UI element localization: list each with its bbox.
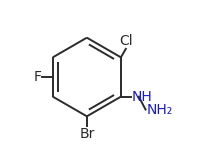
Text: F: F — [33, 70, 41, 84]
Text: Cl: Cl — [119, 34, 133, 48]
Text: NH: NH — [131, 90, 152, 104]
Text: NH₂: NH₂ — [146, 103, 173, 117]
Text: Br: Br — [79, 127, 94, 141]
